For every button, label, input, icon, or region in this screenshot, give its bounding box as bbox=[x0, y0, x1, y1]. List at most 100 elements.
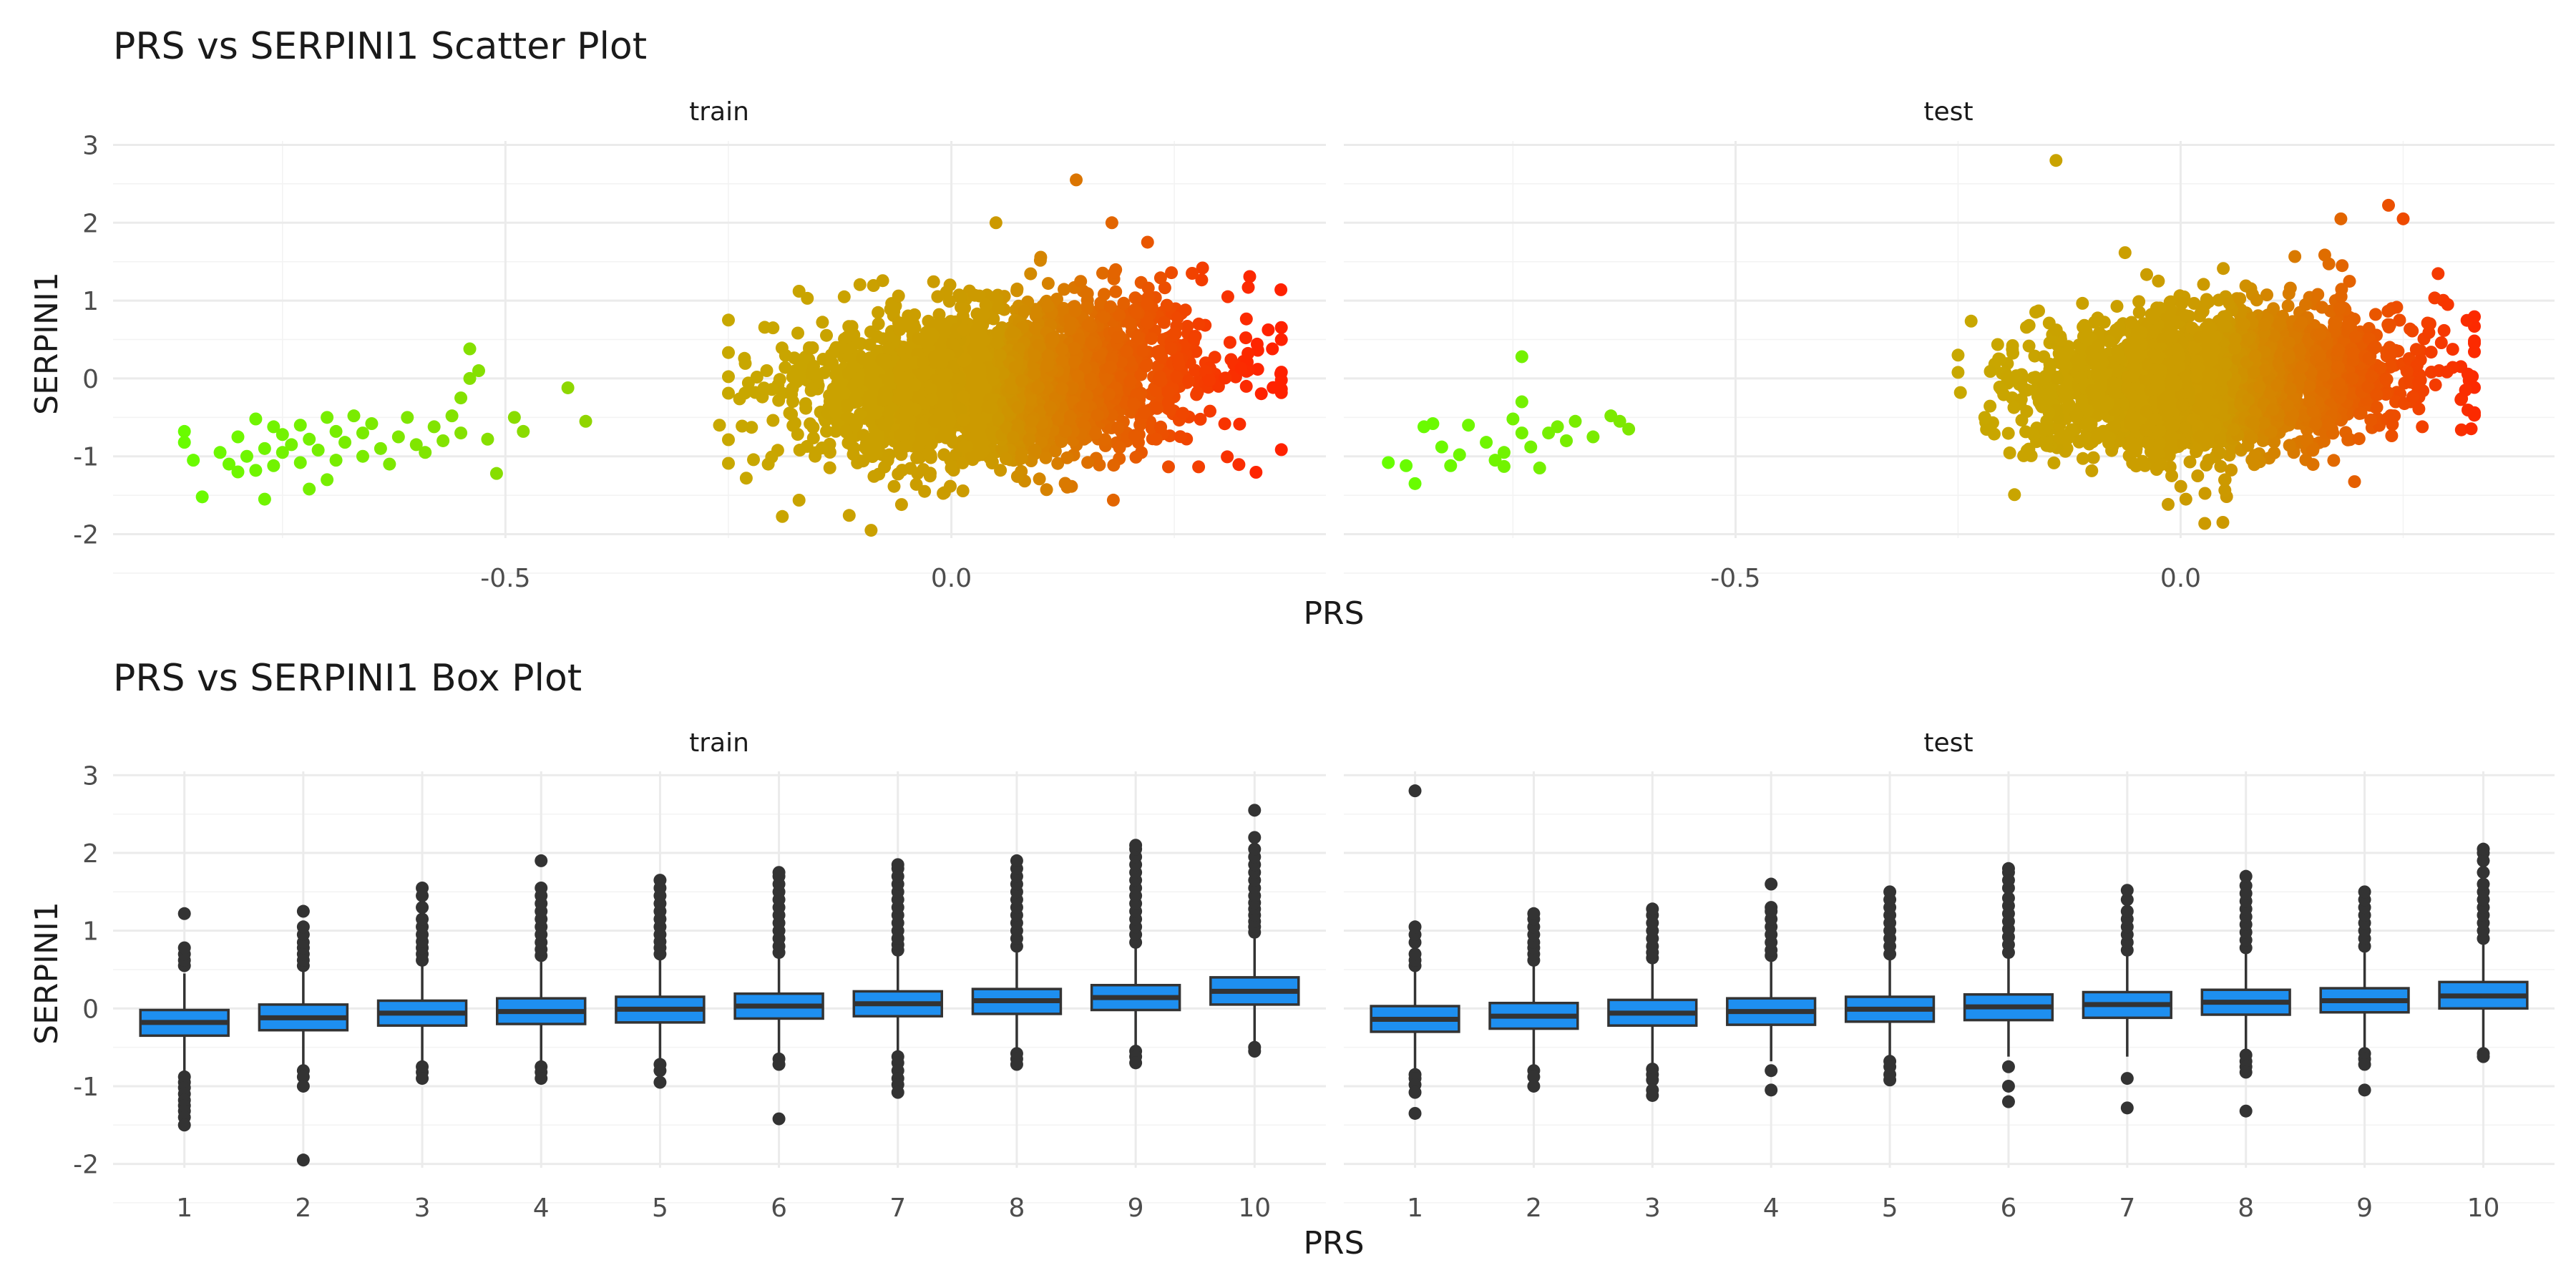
scatter-point bbox=[2421, 316, 2434, 330]
scatter-strip-test: test bbox=[1923, 97, 1973, 127]
scatter-point bbox=[937, 448, 951, 462]
scatter-point bbox=[722, 313, 735, 327]
scatter-point bbox=[1028, 366, 1041, 380]
scatter-point bbox=[2331, 361, 2345, 374]
scatter-point bbox=[765, 450, 779, 464]
scatter-point bbox=[1033, 472, 1046, 486]
scatter-point bbox=[1141, 316, 1154, 330]
scatter-point bbox=[872, 306, 885, 319]
scatter-point bbox=[1154, 420, 1168, 434]
scatter-point bbox=[894, 498, 908, 512]
scatter-point bbox=[1104, 361, 1118, 374]
scatter-point bbox=[2311, 288, 2325, 301]
scatter-point bbox=[1111, 331, 1124, 344]
scatter-point bbox=[1168, 326, 1181, 340]
scatter-point bbox=[1274, 333, 1288, 346]
scatter-point bbox=[750, 371, 763, 384]
scatter-point bbox=[1250, 337, 1264, 351]
scatter-point bbox=[987, 366, 1000, 380]
scatter-point bbox=[1098, 288, 1111, 301]
scatter-point bbox=[2434, 336, 2448, 349]
scatter-point bbox=[957, 390, 970, 404]
scatter-point bbox=[1129, 450, 1143, 464]
scatter-point bbox=[738, 356, 752, 370]
scatter-point bbox=[2085, 464, 2099, 477]
scatter-point bbox=[1153, 271, 1167, 285]
scatter-point bbox=[792, 494, 806, 507]
scatter-point bbox=[2132, 295, 2146, 308]
scatter-points-test bbox=[1382, 154, 2481, 530]
scatter-point bbox=[356, 449, 369, 463]
scatter-point bbox=[1181, 320, 1194, 333]
scatter-point bbox=[249, 464, 263, 477]
scatter-point bbox=[1106, 493, 1120, 507]
scatter-point bbox=[863, 389, 877, 403]
scatter-point bbox=[1028, 349, 1042, 363]
scatter-point bbox=[1109, 285, 1123, 298]
scatter-point bbox=[1138, 406, 1151, 419]
scatter-point bbox=[2124, 316, 2138, 329]
scatter-point bbox=[1070, 173, 1083, 187]
scatter-point bbox=[1025, 414, 1038, 428]
scatter-point bbox=[969, 326, 982, 339]
scatter-point bbox=[970, 426, 984, 439]
scatter-point bbox=[1192, 460, 1206, 474]
scatter-point bbox=[912, 332, 925, 346]
scatter-point bbox=[792, 285, 806, 298]
scatter-point bbox=[1219, 371, 1232, 385]
scatter-point bbox=[882, 342, 895, 355]
scatter-point bbox=[2076, 296, 2089, 310]
scatter-point bbox=[985, 457, 999, 469]
scatter-point bbox=[1243, 270, 1257, 283]
scatter-point bbox=[2333, 302, 2346, 316]
scatter-point bbox=[2468, 310, 2481, 323]
scatter-point bbox=[1141, 297, 1154, 311]
scatter-point bbox=[894, 373, 907, 386]
scatter-point bbox=[1187, 332, 1201, 346]
scatter-point bbox=[1241, 346, 1255, 360]
scatter-point bbox=[267, 459, 280, 472]
scatter-point bbox=[956, 484, 970, 497]
scatter-point bbox=[1174, 430, 1187, 444]
scatter-point bbox=[736, 419, 749, 433]
scatter-point bbox=[1085, 336, 1098, 349]
scatter-point bbox=[1192, 317, 1206, 331]
scatter-point bbox=[177, 436, 191, 449]
scatter-point bbox=[940, 368, 953, 381]
scatter-point bbox=[2268, 446, 2281, 459]
scatter-points-train bbox=[177, 173, 1288, 537]
scatter-point bbox=[842, 509, 856, 522]
scatter-point bbox=[981, 400, 995, 414]
scatter-point bbox=[817, 366, 831, 379]
scatter-point bbox=[1068, 341, 1081, 355]
scatter-point bbox=[760, 364, 774, 377]
scatter-point bbox=[1157, 316, 1171, 329]
scatter-point bbox=[1080, 287, 1094, 301]
scatter-point bbox=[1000, 452, 1013, 466]
scatter-point bbox=[1249, 466, 1263, 479]
scatter-point bbox=[776, 509, 789, 523]
scatter-point bbox=[2174, 479, 2187, 493]
scatter-point bbox=[489, 467, 503, 480]
scatter-point bbox=[240, 449, 253, 463]
scatter-point bbox=[931, 290, 945, 303]
scatter-point bbox=[927, 328, 940, 341]
scatter-point bbox=[2316, 301, 2329, 314]
scatter-point bbox=[1123, 374, 1137, 388]
scatter-point bbox=[1964, 314, 1978, 328]
scatter-point bbox=[892, 289, 905, 303]
scatter-point bbox=[900, 318, 914, 331]
scatter-point bbox=[779, 361, 792, 374]
scatter-point bbox=[887, 479, 901, 493]
scatter-point bbox=[957, 413, 970, 426]
scatter-point bbox=[1117, 296, 1131, 310]
scatter-chart: PRS vs SERPINI1 Scatter Plot train test … bbox=[29, 25, 2555, 632]
scatter-point bbox=[1008, 361, 1022, 374]
scatter-point bbox=[1099, 373, 1113, 386]
scatter-point bbox=[1060, 451, 1074, 464]
scatter-point bbox=[2019, 383, 2032, 396]
scatter-point bbox=[851, 374, 864, 388]
scatter-point bbox=[1208, 351, 1221, 364]
scatter-point bbox=[1081, 456, 1095, 469]
scatter-point bbox=[1055, 343, 1069, 356]
